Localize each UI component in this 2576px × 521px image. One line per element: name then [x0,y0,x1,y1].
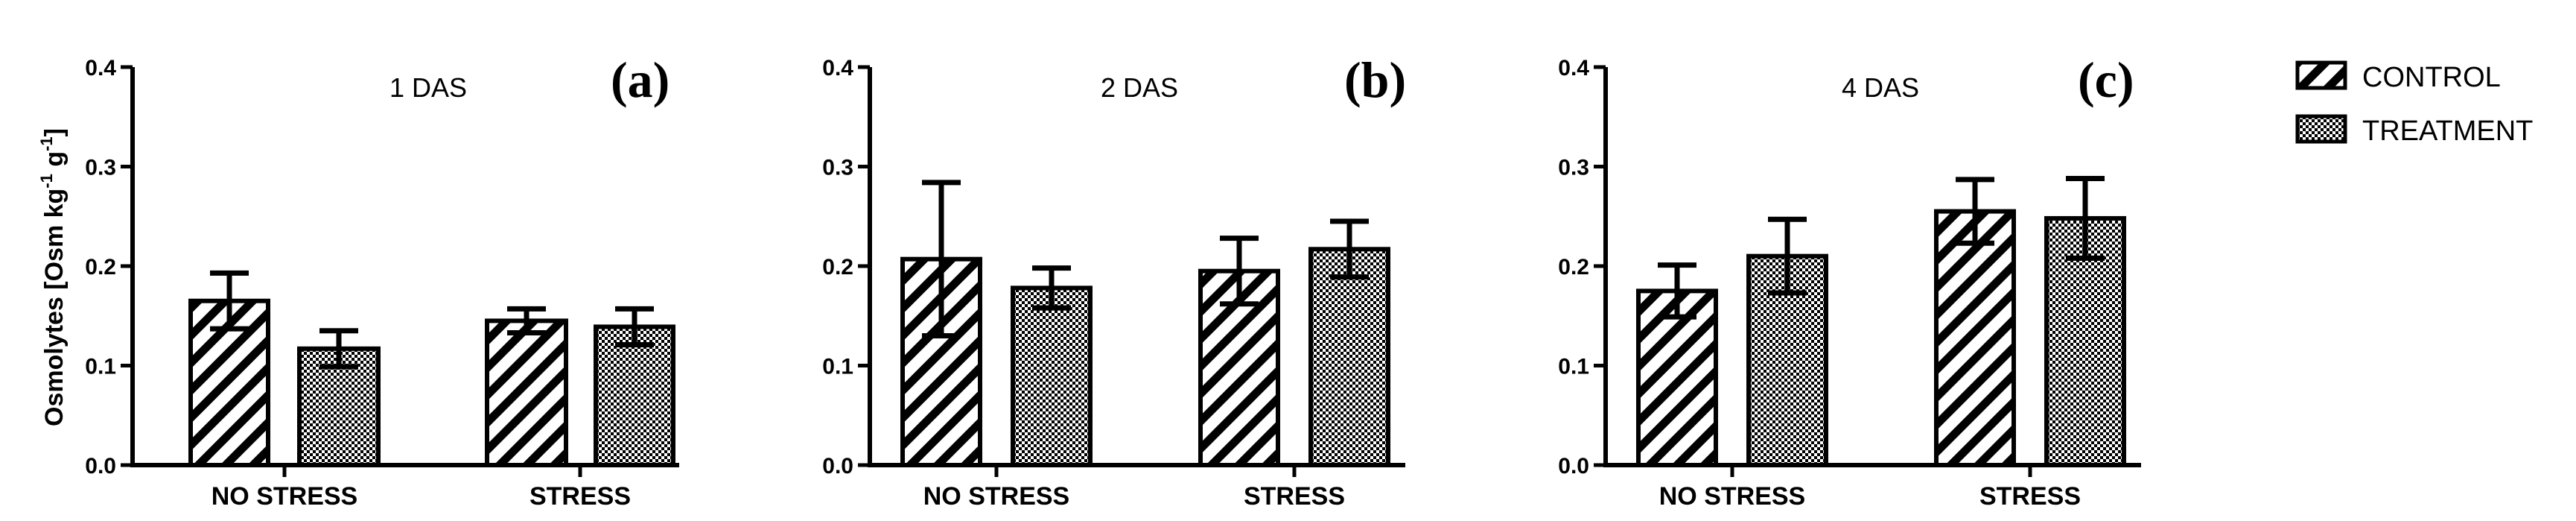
legend-label-treatment: TREATMENT [2362,116,2533,147]
y-tick-label: 0.1 [1558,355,1589,379]
y-tick-label: 0.0 [1558,454,1589,479]
y-tick-label: 0.2 [85,255,116,280]
y-tick-label: 0.0 [85,454,116,479]
panel-1: 0.0 0.1 0.2 0.3 0.4 NO STRESS STRESS 1 DAS (a) [85,51,679,511]
panel-title: 4 DAS [1842,72,1919,103]
y-tick-label: 0.1 [822,355,853,379]
bar-control-stress [1934,209,2016,467]
legend-label-control: CONTROL [2362,62,2501,93]
y-tick-label: 0.4 [1558,56,1589,80]
x-category-label: STRESS [1979,482,2081,511]
panel-letter: (b) [1344,51,1406,108]
bar-control-stress [485,318,568,467]
legend-swatch-treatment [2295,114,2347,144]
y-tick-label: 0.0 [822,454,853,479]
x-category-label: STRESS [529,482,631,511]
bar-treatment-stress [1308,247,1390,467]
x-category-label: NO STRESS [212,482,357,511]
legend-swatch-control [2295,60,2347,90]
panel-letter: (a) [611,51,670,108]
y-tick-label: 0.4 [85,56,116,80]
y-tick-label: 0.3 [85,156,116,180]
y-tick-label: 0.4 [822,56,853,80]
panel-title: 2 DAS [1101,72,1178,103]
x-category-label: NO STRESS [1659,482,1805,511]
panel-title: 1 DAS [389,72,467,103]
y-tick-label: 0.2 [822,255,853,280]
bar-treatment-no-stress [1011,285,1093,467]
y-tick-label: 0.3 [822,156,853,180]
x-category-label: STRESS [1244,482,1345,511]
y-axis-label: Osmolytes [Osm kg-1 g-1] [37,128,69,426]
legend: CONTROL TREATMENT [2295,60,2533,147]
x-category-label: NO STRESS [923,482,1069,511]
y-tick-label: 0.3 [1558,156,1589,180]
y-tick-label: 0.1 [85,355,116,379]
bar-treatment-stress [594,324,675,467]
panel-letter: (c) [2078,51,2134,108]
y-tick-label: 0.2 [1558,255,1589,280]
panel-2: 0.0 0.1 0.2 0.3 0.4 NO STRESS STRESS 2 DAS (b) [822,51,1406,511]
panel-3: 0.0 0.1 0.2 0.3 0.4 NO STRESS STRESS 4 DAS (c) [1558,51,2141,511]
